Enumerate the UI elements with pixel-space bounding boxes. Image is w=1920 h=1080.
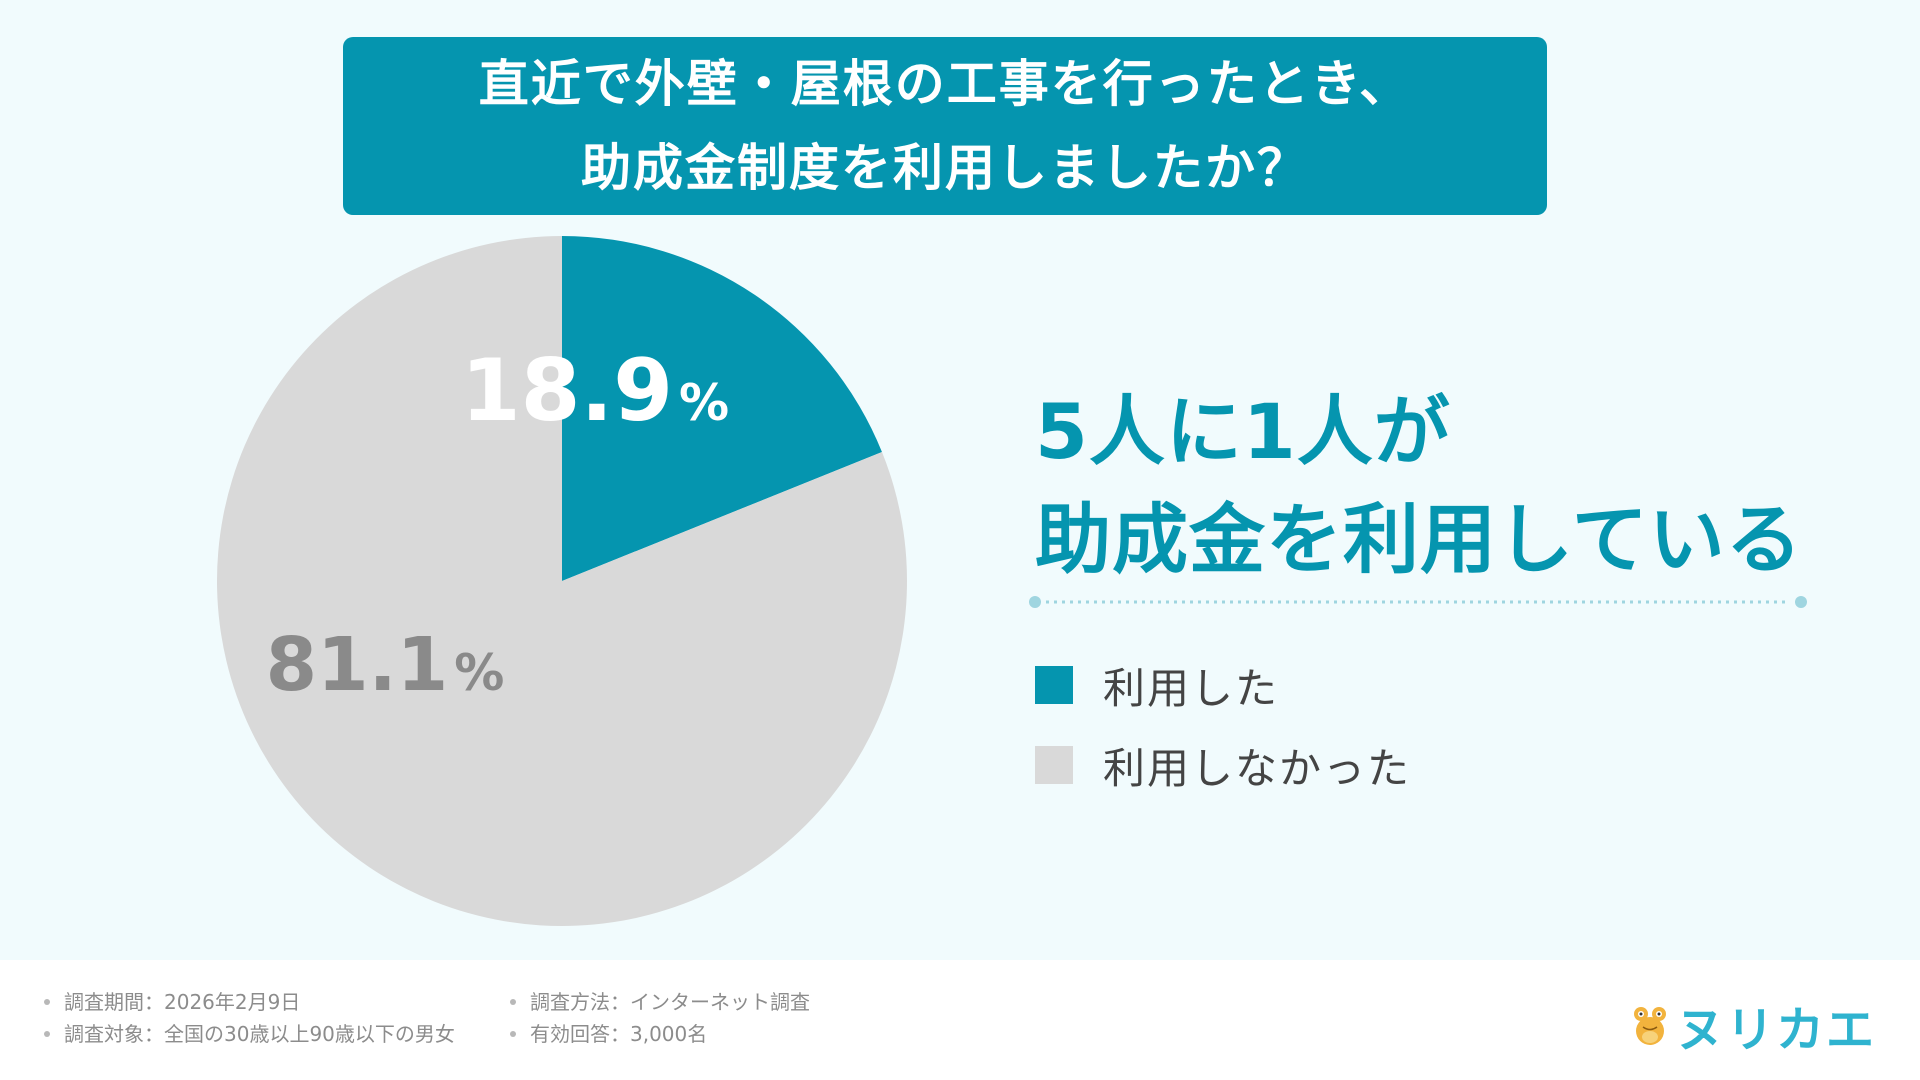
pie-slice-1 [217, 236, 908, 926]
legend-label-used: 利用した [1103, 663, 1280, 713]
brand-logo: ヌリカエ [1630, 990, 1876, 1060]
headline-line2: 助成金を利用している [1035, 495, 1803, 584]
pie-slice-0 [562, 236, 882, 581]
survey-notes-left: 調査期間：2026年2月9日 調査対象：全国の30歳以上90歳以下の男女 [44, 986, 455, 1050]
frog-mascot-icon [1633, 1007, 1666, 1045]
slice-label-1: 81.1% [266, 622, 505, 708]
survey-note: 調査方法：インターネット調査 [510, 986, 810, 1018]
survey-target: 調査対象：全国の30歳以上90歳以下の男女 [64, 1022, 455, 1046]
legend-label-not-used: 利用しなかった [1103, 743, 1412, 793]
dotted-divider [1029, 596, 1807, 608]
legend-swatch-used [1035, 666, 1073, 704]
slice-label-0: 18.9% [461, 341, 729, 441]
chart-title-line2: 助成金制度を利用しましたか？ [581, 139, 1309, 197]
bullet-icon [510, 999, 516, 1005]
bullet-icon [510, 1031, 516, 1037]
survey-note: 有効回答：3,000名 [510, 1018, 810, 1050]
survey-notes-right: 調査方法：インターネット調査 有効回答：3,000名 [510, 986, 810, 1050]
survey-period: 調査期間：2026年2月9日 [64, 990, 301, 1014]
survey-note: 調査期間：2026年2月9日 [44, 986, 455, 1018]
pie-chart: 18.9 % 81.1% [217, 236, 908, 926]
footer: 調査期間：2026年2月9日 調査対象：全国の30歳以上90歳以下の男女 調査方… [0, 960, 1920, 1080]
bullet-icon [44, 1031, 50, 1037]
legend-swatch-not-used [1035, 746, 1073, 784]
valid-responses: 有効回答：3,000名 [530, 1022, 708, 1046]
chart-title-line1: 直近で外壁・屋根の工事を行ったとき、 [478, 55, 1412, 113]
headline-line1: 5人に1人が [1035, 387, 1451, 476]
logo-text: ヌリカエ [1675, 1002, 1876, 1058]
survey-method: 調査方法：インターネット調査 [530, 990, 810, 1014]
legend: 利用した 利用しなかった [1035, 645, 1411, 805]
survey-note: 調査対象：全国の30歳以上90歳以下の男女 [44, 1018, 455, 1050]
headline: 5人に1人が 助成金を利用している [1035, 378, 1803, 594]
bullet-icon [44, 999, 50, 1005]
legend-item-not-used: 利用しなかった [1035, 725, 1411, 805]
chart-title: 直近で外壁・屋根の工事を行ったとき、 助成金制度を利用しましたか？ [343, 37, 1547, 215]
legend-item-used: 利用した [1035, 645, 1411, 725]
